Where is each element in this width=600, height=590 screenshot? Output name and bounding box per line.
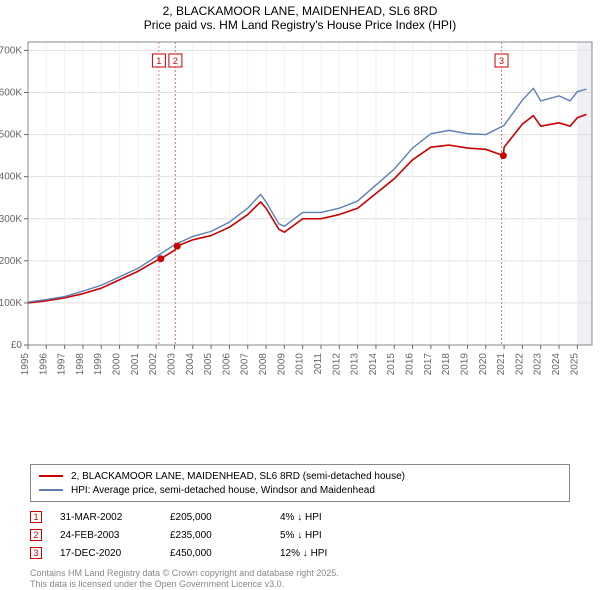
line-chart: 1 2 3 £0 £100K £200K £300K £400K £500K £600K £700K… [0,34,600,389]
event-marker-icon: 3 [30,547,42,559]
event-date: 17-DEC-2020 [60,548,170,559]
svg-text:£0: £0 [11,340,23,351]
svg-text:2001: 2001 [130,353,141,376]
svg-text:£300K: £300K [0,214,22,225]
event-price: £450,000 [170,548,280,559]
event-marker-icon: 1 [30,511,42,523]
event-date: 31-MAR-2002 [60,512,170,523]
event-row: 1 31-MAR-2002 £205,000 4% ↓ HPI [30,508,570,526]
svg-text:2023: 2023 [533,353,544,376]
footer: Contains HM Land Registry data © Crown c… [30,568,570,590]
svg-text:2003: 2003 [166,353,177,376]
svg-text:£100K: £100K [0,298,22,309]
svg-text:2015: 2015 [386,353,397,376]
event-date: 24-FEB-2003 [60,530,170,541]
svg-text:2025: 2025 [569,353,580,376]
svg-text:1: 1 [156,56,161,66]
svg-text:2024: 2024 [551,353,562,376]
svg-text:2019: 2019 [459,353,470,376]
legend-label: HPI: Average price, semi-detached house,… [71,485,375,496]
svg-text:2012: 2012 [331,353,342,376]
svg-text:1999: 1999 [93,353,104,376]
legend-item: 2, BLACKAMOOR LANE, MAIDENHEAD, SL6 8RD … [39,469,561,483]
svg-text:2020: 2020 [478,353,489,376]
svg-text:2002: 2002 [148,353,159,376]
svg-text:2017: 2017 [423,353,434,376]
event-row: 2 24-FEB-2003 £235,000 5% ↓ HPI [30,526,570,544]
event-delta: 5% ↓ HPI [280,530,322,541]
legend-label: 2, BLACKAMOOR LANE, MAIDENHEAD, SL6 8RD … [71,471,405,482]
svg-text:2022: 2022 [514,353,525,376]
svg-text:1997: 1997 [57,353,68,376]
svg-text:1996: 1996 [38,353,49,376]
chart-area: 1 2 3 £0 £100K £200K £300K £400K £500K £600K £700K… [0,34,600,458]
title-block: 2, BLACKAMOOR LANE, MAIDENHEAD, SL6 8RD … [0,0,600,34]
svg-text:£200K: £200K [0,256,22,267]
svg-text:£700K: £700K [0,45,22,56]
footer-line-2: This data is licensed under the Open Gov… [30,579,570,590]
svg-text:2005: 2005 [203,353,214,376]
event-price: £235,000 [170,530,280,541]
event-row: 3 17-DEC-2020 £450,000 12% ↓ HPI [30,544,570,562]
svg-text:1998: 1998 [75,353,86,376]
footer-line-1: Contains HM Land Registry data © Crown c… [30,568,570,579]
legend: 2, BLACKAMOOR LANE, MAIDENHEAD, SL6 8RD … [30,464,570,502]
svg-text:2021: 2021 [496,353,507,376]
svg-text:2006: 2006 [221,353,232,376]
svg-text:2009: 2009 [276,353,287,376]
legend-swatch [39,489,63,491]
svg-text:2011: 2011 [313,353,324,375]
event-delta: 4% ↓ HPI [280,512,322,523]
title-line-2: Price paid vs. HM Land Registry's House … [0,18,600,32]
svg-text:1995: 1995 [20,353,31,376]
svg-text:£500K: £500K [0,130,22,141]
svg-text:2014: 2014 [368,353,379,376]
title-line-1: 2, BLACKAMOOR LANE, MAIDENHEAD, SL6 8RD [0,4,600,18]
legend-swatch [39,475,63,477]
svg-text:2016: 2016 [405,353,416,376]
svg-text:2013: 2013 [350,353,361,376]
svg-text:2008: 2008 [258,353,269,376]
svg-text:2018: 2018 [441,353,452,376]
svg-text:2010: 2010 [295,353,306,376]
svg-text:3: 3 [499,56,504,66]
svg-text:£600K: £600K [0,88,22,99]
svg-text:2: 2 [173,56,178,66]
svg-text:2000: 2000 [112,353,123,376]
svg-text:2004: 2004 [185,353,196,376]
event-delta: 12% ↓ HPI [280,548,327,559]
event-price: £205,000 [170,512,280,523]
svg-text:2007: 2007 [240,353,251,376]
event-table: 1 31-MAR-2002 £205,000 4% ↓ HPI 2 24-FEB… [30,508,570,562]
event-marker-icon: 2 [30,529,42,541]
svg-text:£400K: £400K [0,172,22,183]
legend-item: HPI: Average price, semi-detached house,… [39,483,561,497]
